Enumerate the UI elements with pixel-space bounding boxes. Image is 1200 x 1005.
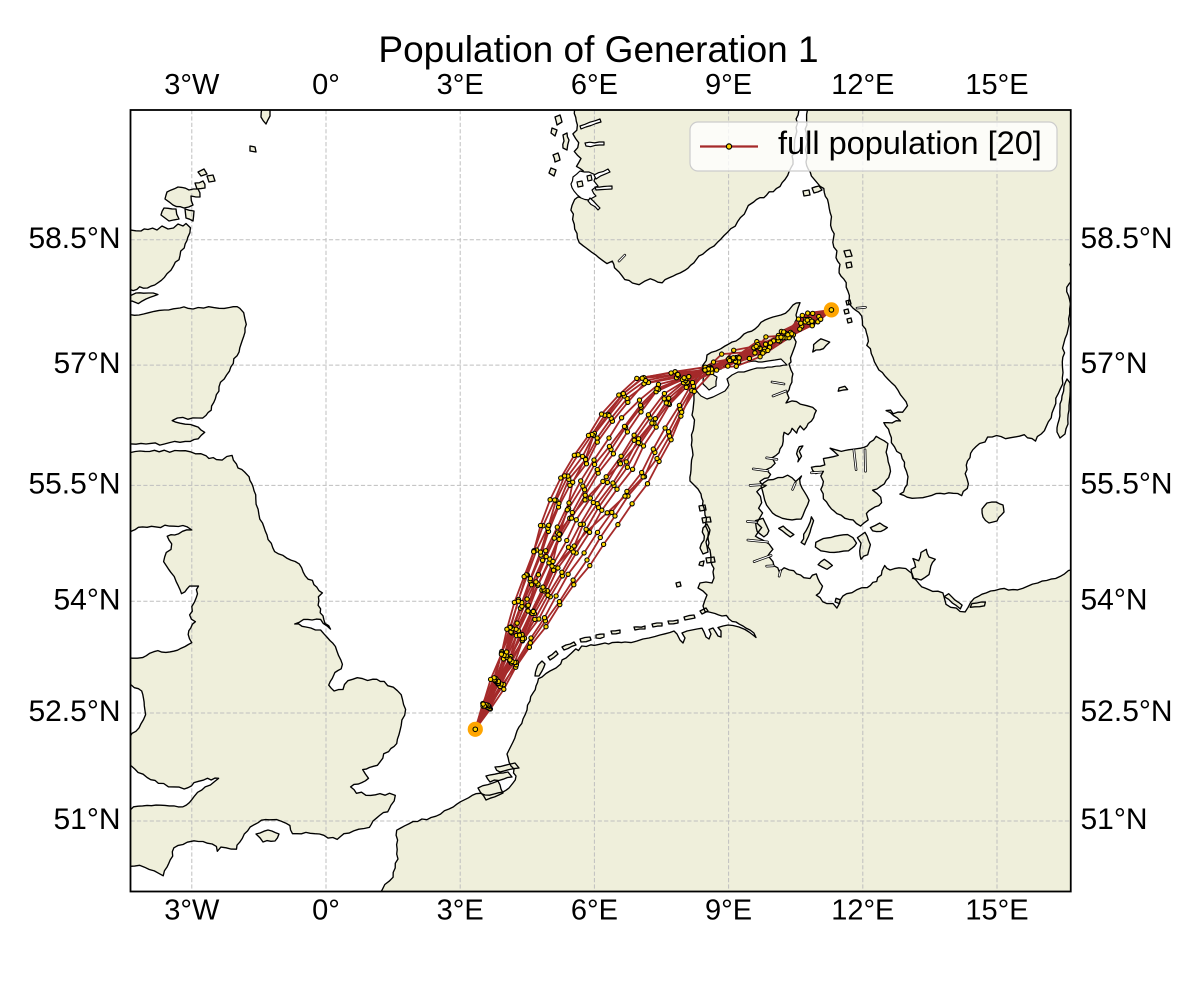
svg-text:52.5°N: 52.5°N bbox=[28, 695, 120, 728]
svg-text:0°: 0° bbox=[312, 895, 340, 927]
svg-text:58.5°N: 58.5°N bbox=[28, 222, 120, 255]
svg-text:51°N: 51°N bbox=[53, 803, 120, 836]
svg-text:9°E: 9°E bbox=[705, 69, 752, 101]
svg-text:57°N: 57°N bbox=[1081, 347, 1148, 380]
svg-text:15°E: 15°E bbox=[965, 69, 1028, 101]
svg-text:15°E: 15°E bbox=[965, 895, 1028, 927]
svg-text:58.5°N: 58.5°N bbox=[1081, 222, 1173, 255]
svg-text:9°E: 9°E bbox=[705, 895, 752, 927]
svg-text:full population [20]: full population [20] bbox=[778, 125, 1042, 161]
svg-text:3°W: 3°W bbox=[164, 69, 220, 101]
svg-text:12°E: 12°E bbox=[831, 895, 894, 927]
svg-text:57°N: 57°N bbox=[53, 347, 120, 380]
svg-text:51°N: 51°N bbox=[1081, 803, 1148, 836]
svg-text:3°E: 3°E bbox=[437, 69, 484, 101]
svg-text:6°E: 6°E bbox=[571, 895, 618, 927]
svg-text:3°E: 3°E bbox=[437, 895, 484, 927]
svg-text:54°N: 54°N bbox=[53, 583, 120, 616]
svg-text:Population of Generation 1: Population of Generation 1 bbox=[378, 29, 818, 70]
svg-text:55.5°N: 55.5°N bbox=[1081, 467, 1173, 500]
svg-text:6°E: 6°E bbox=[571, 69, 618, 101]
svg-text:52.5°N: 52.5°N bbox=[1081, 695, 1173, 728]
svg-text:0°: 0° bbox=[312, 69, 340, 101]
svg-text:12°E: 12°E bbox=[831, 69, 894, 101]
svg-text:3°W: 3°W bbox=[164, 895, 220, 927]
svg-text:54°N: 54°N bbox=[1081, 583, 1148, 616]
svg-text:55.5°N: 55.5°N bbox=[28, 467, 120, 500]
